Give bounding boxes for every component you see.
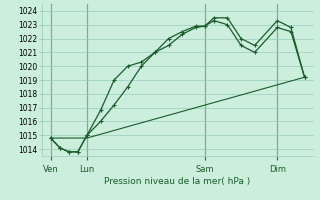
X-axis label: Pression niveau de la mer( hPa ): Pression niveau de la mer( hPa )	[104, 177, 251, 186]
